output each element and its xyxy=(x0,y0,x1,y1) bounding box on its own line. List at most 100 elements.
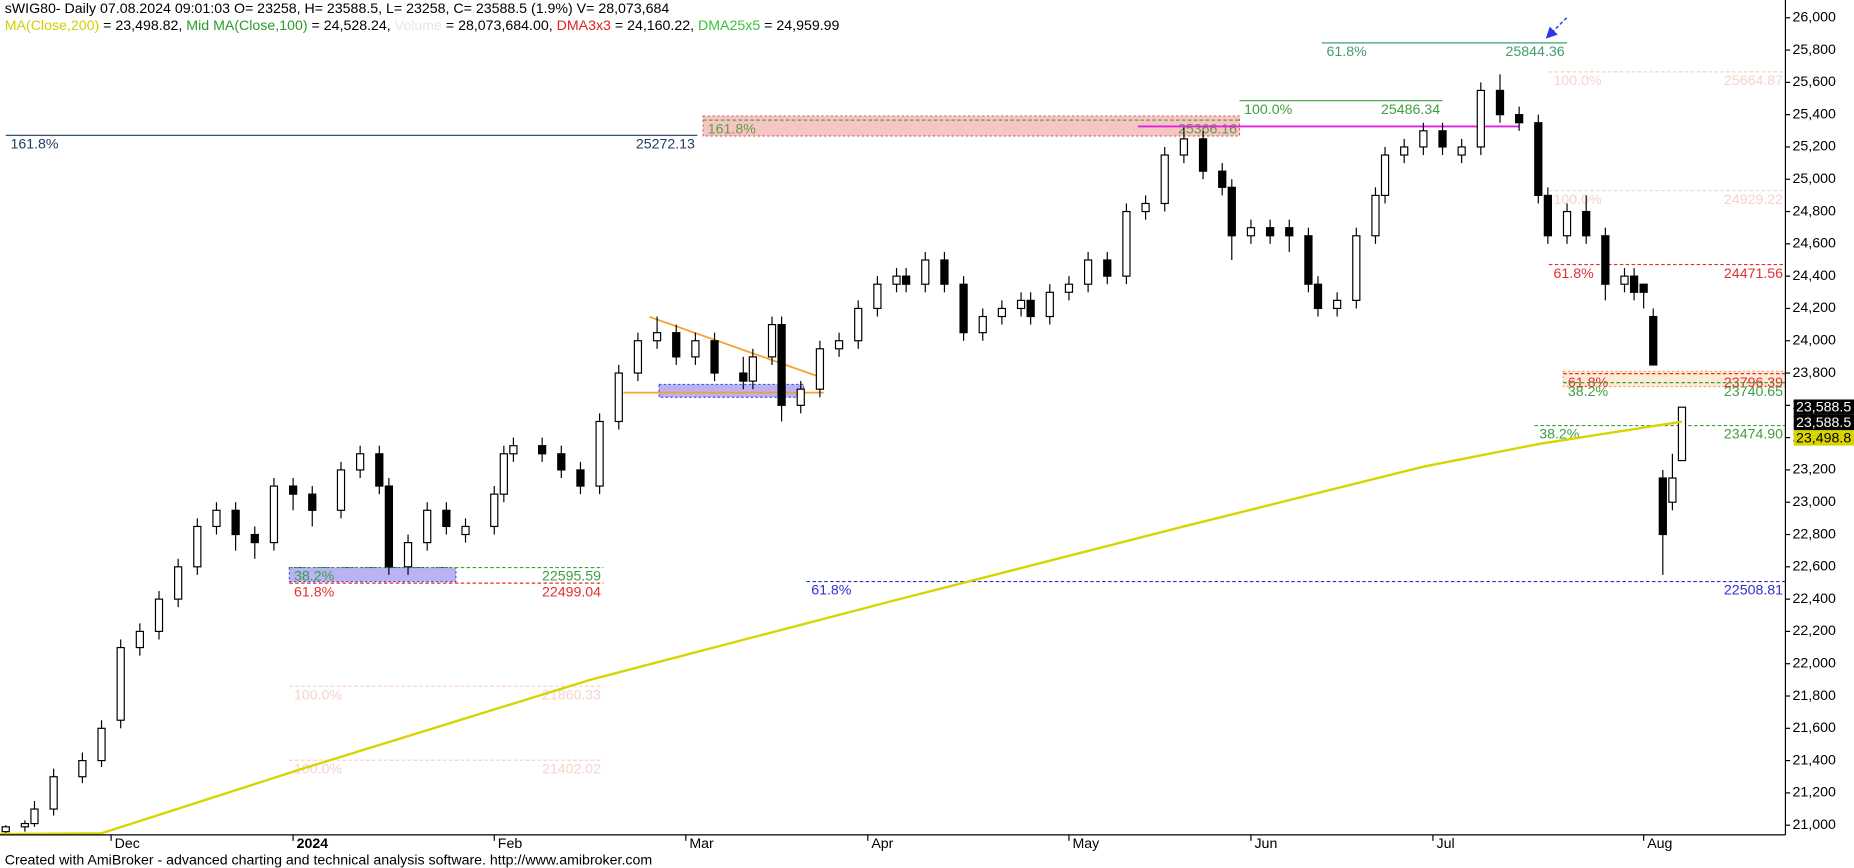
candle-body xyxy=(403,542,413,568)
y-tick-label: 24,600 xyxy=(1793,236,1836,252)
x-tick-label: 2024 xyxy=(297,836,329,852)
candle-body xyxy=(1103,259,1112,277)
candle-body xyxy=(652,332,662,342)
y-tick-label: 25,600 xyxy=(1793,74,1836,90)
level-value: 22508.81 xyxy=(1724,583,1783,599)
level-value: 25664.87 xyxy=(1724,73,1783,89)
candle-body xyxy=(20,822,30,828)
candle-body xyxy=(135,630,144,649)
candle-body xyxy=(959,283,968,334)
level-value: 22595.59 xyxy=(542,569,601,585)
candle-body xyxy=(116,646,125,721)
candle-body xyxy=(854,307,863,342)
candle-body xyxy=(442,509,451,528)
x-tick-label: Jul xyxy=(1436,836,1454,852)
candle-body xyxy=(375,453,384,487)
zone xyxy=(288,566,457,583)
candle-body xyxy=(978,315,987,334)
levels: 161.8% 25272.13 161.8% 25366.16 100.0% 25486.… xyxy=(5,42,1786,777)
x-tick-label: Jun xyxy=(1254,836,1277,852)
level-value: 25844.36 xyxy=(1506,44,1565,60)
level-value: 23740.65 xyxy=(1724,384,1783,400)
candle-body xyxy=(1371,194,1380,237)
level-value: 24471.56 xyxy=(1724,266,1783,282)
candle-body xyxy=(1026,299,1035,318)
candle-body xyxy=(710,340,719,374)
candle-body xyxy=(1649,315,1658,366)
y-tick-label: 22,000 xyxy=(1793,655,1836,671)
level-pct: 38.2% xyxy=(1568,384,1609,400)
candle-body xyxy=(777,323,786,406)
x-tick-label: Feb xyxy=(498,836,523,852)
candle-body xyxy=(78,760,87,778)
y-tick-label: 23,000 xyxy=(1793,494,1836,510)
candle-body xyxy=(1333,299,1342,310)
price-tag-label: 23,588.5 xyxy=(1796,415,1851,431)
y-tick-label: 26,000 xyxy=(1793,10,1836,26)
y-tick-label: 24,400 xyxy=(1793,268,1836,284)
x-tick-label: Mar xyxy=(689,836,714,852)
candle-body xyxy=(384,485,394,568)
x-tick-label: May xyxy=(1073,836,1101,852)
candle-body xyxy=(1419,130,1428,148)
candle-body xyxy=(49,776,58,810)
candle-body xyxy=(231,509,240,536)
candle-body xyxy=(1515,114,1524,124)
level-value: 24929.22 xyxy=(1724,192,1783,208)
y-tick-label: 25,400 xyxy=(1793,106,1836,122)
y-tick-label: 24,000 xyxy=(1793,332,1836,348)
pointer-arrow xyxy=(1545,17,1568,39)
y-tick-label: 21,600 xyxy=(1793,720,1836,736)
candle-body xyxy=(356,453,365,471)
level-pct: 61.8% xyxy=(1327,44,1368,60)
candle-body xyxy=(1218,170,1227,188)
candle-body xyxy=(1265,227,1275,237)
candle-body xyxy=(1534,122,1543,196)
candle-body xyxy=(633,340,643,374)
y-tick-label: 22,400 xyxy=(1793,591,1836,607)
level-value: 25366.16 xyxy=(1178,121,1237,137)
candle-body xyxy=(557,453,566,471)
price-tag xyxy=(1793,414,1854,431)
candle-body xyxy=(815,348,825,390)
candle-body xyxy=(30,808,39,825)
candle-body xyxy=(796,388,805,406)
chart-title: sWIG80- Daily 07.08.2024 09:01:03 O= 232… xyxy=(5,1,670,17)
candle-body xyxy=(1083,259,1093,285)
candles xyxy=(1,74,1687,835)
candle-body xyxy=(1457,146,1466,156)
candle-body xyxy=(461,525,470,536)
candle-body xyxy=(1677,406,1687,462)
level-pct: 161.8% xyxy=(10,137,58,153)
candle-body xyxy=(1045,291,1054,318)
candle-body xyxy=(509,445,518,455)
candle-body xyxy=(423,509,432,544)
candle-body xyxy=(921,259,930,285)
candle-body xyxy=(1639,283,1648,293)
zone xyxy=(658,383,805,398)
zone xyxy=(702,115,1240,137)
candle-body xyxy=(691,340,700,358)
candle-body xyxy=(269,485,279,544)
zones xyxy=(288,115,1786,583)
candle-body xyxy=(288,485,298,495)
candle-body xyxy=(336,469,346,511)
candle-body xyxy=(1582,210,1591,237)
y-tick-label: 21,800 xyxy=(1793,688,1836,704)
candle-body xyxy=(614,372,623,423)
candle-body xyxy=(154,598,164,633)
moving-average xyxy=(0,420,1683,836)
candle-body xyxy=(490,493,499,528)
price-tag xyxy=(1793,399,1854,415)
candle-body xyxy=(1601,235,1610,285)
y-tick-label: 23,200 xyxy=(1793,462,1836,478)
level-pct: 38.2% xyxy=(294,569,335,585)
y-tick-label: 21,400 xyxy=(1793,752,1836,768)
candle-body xyxy=(1543,194,1553,237)
candle-body xyxy=(212,509,221,528)
price-tag xyxy=(1793,430,1854,446)
candle-body xyxy=(1160,154,1169,205)
candle-body xyxy=(250,533,259,544)
